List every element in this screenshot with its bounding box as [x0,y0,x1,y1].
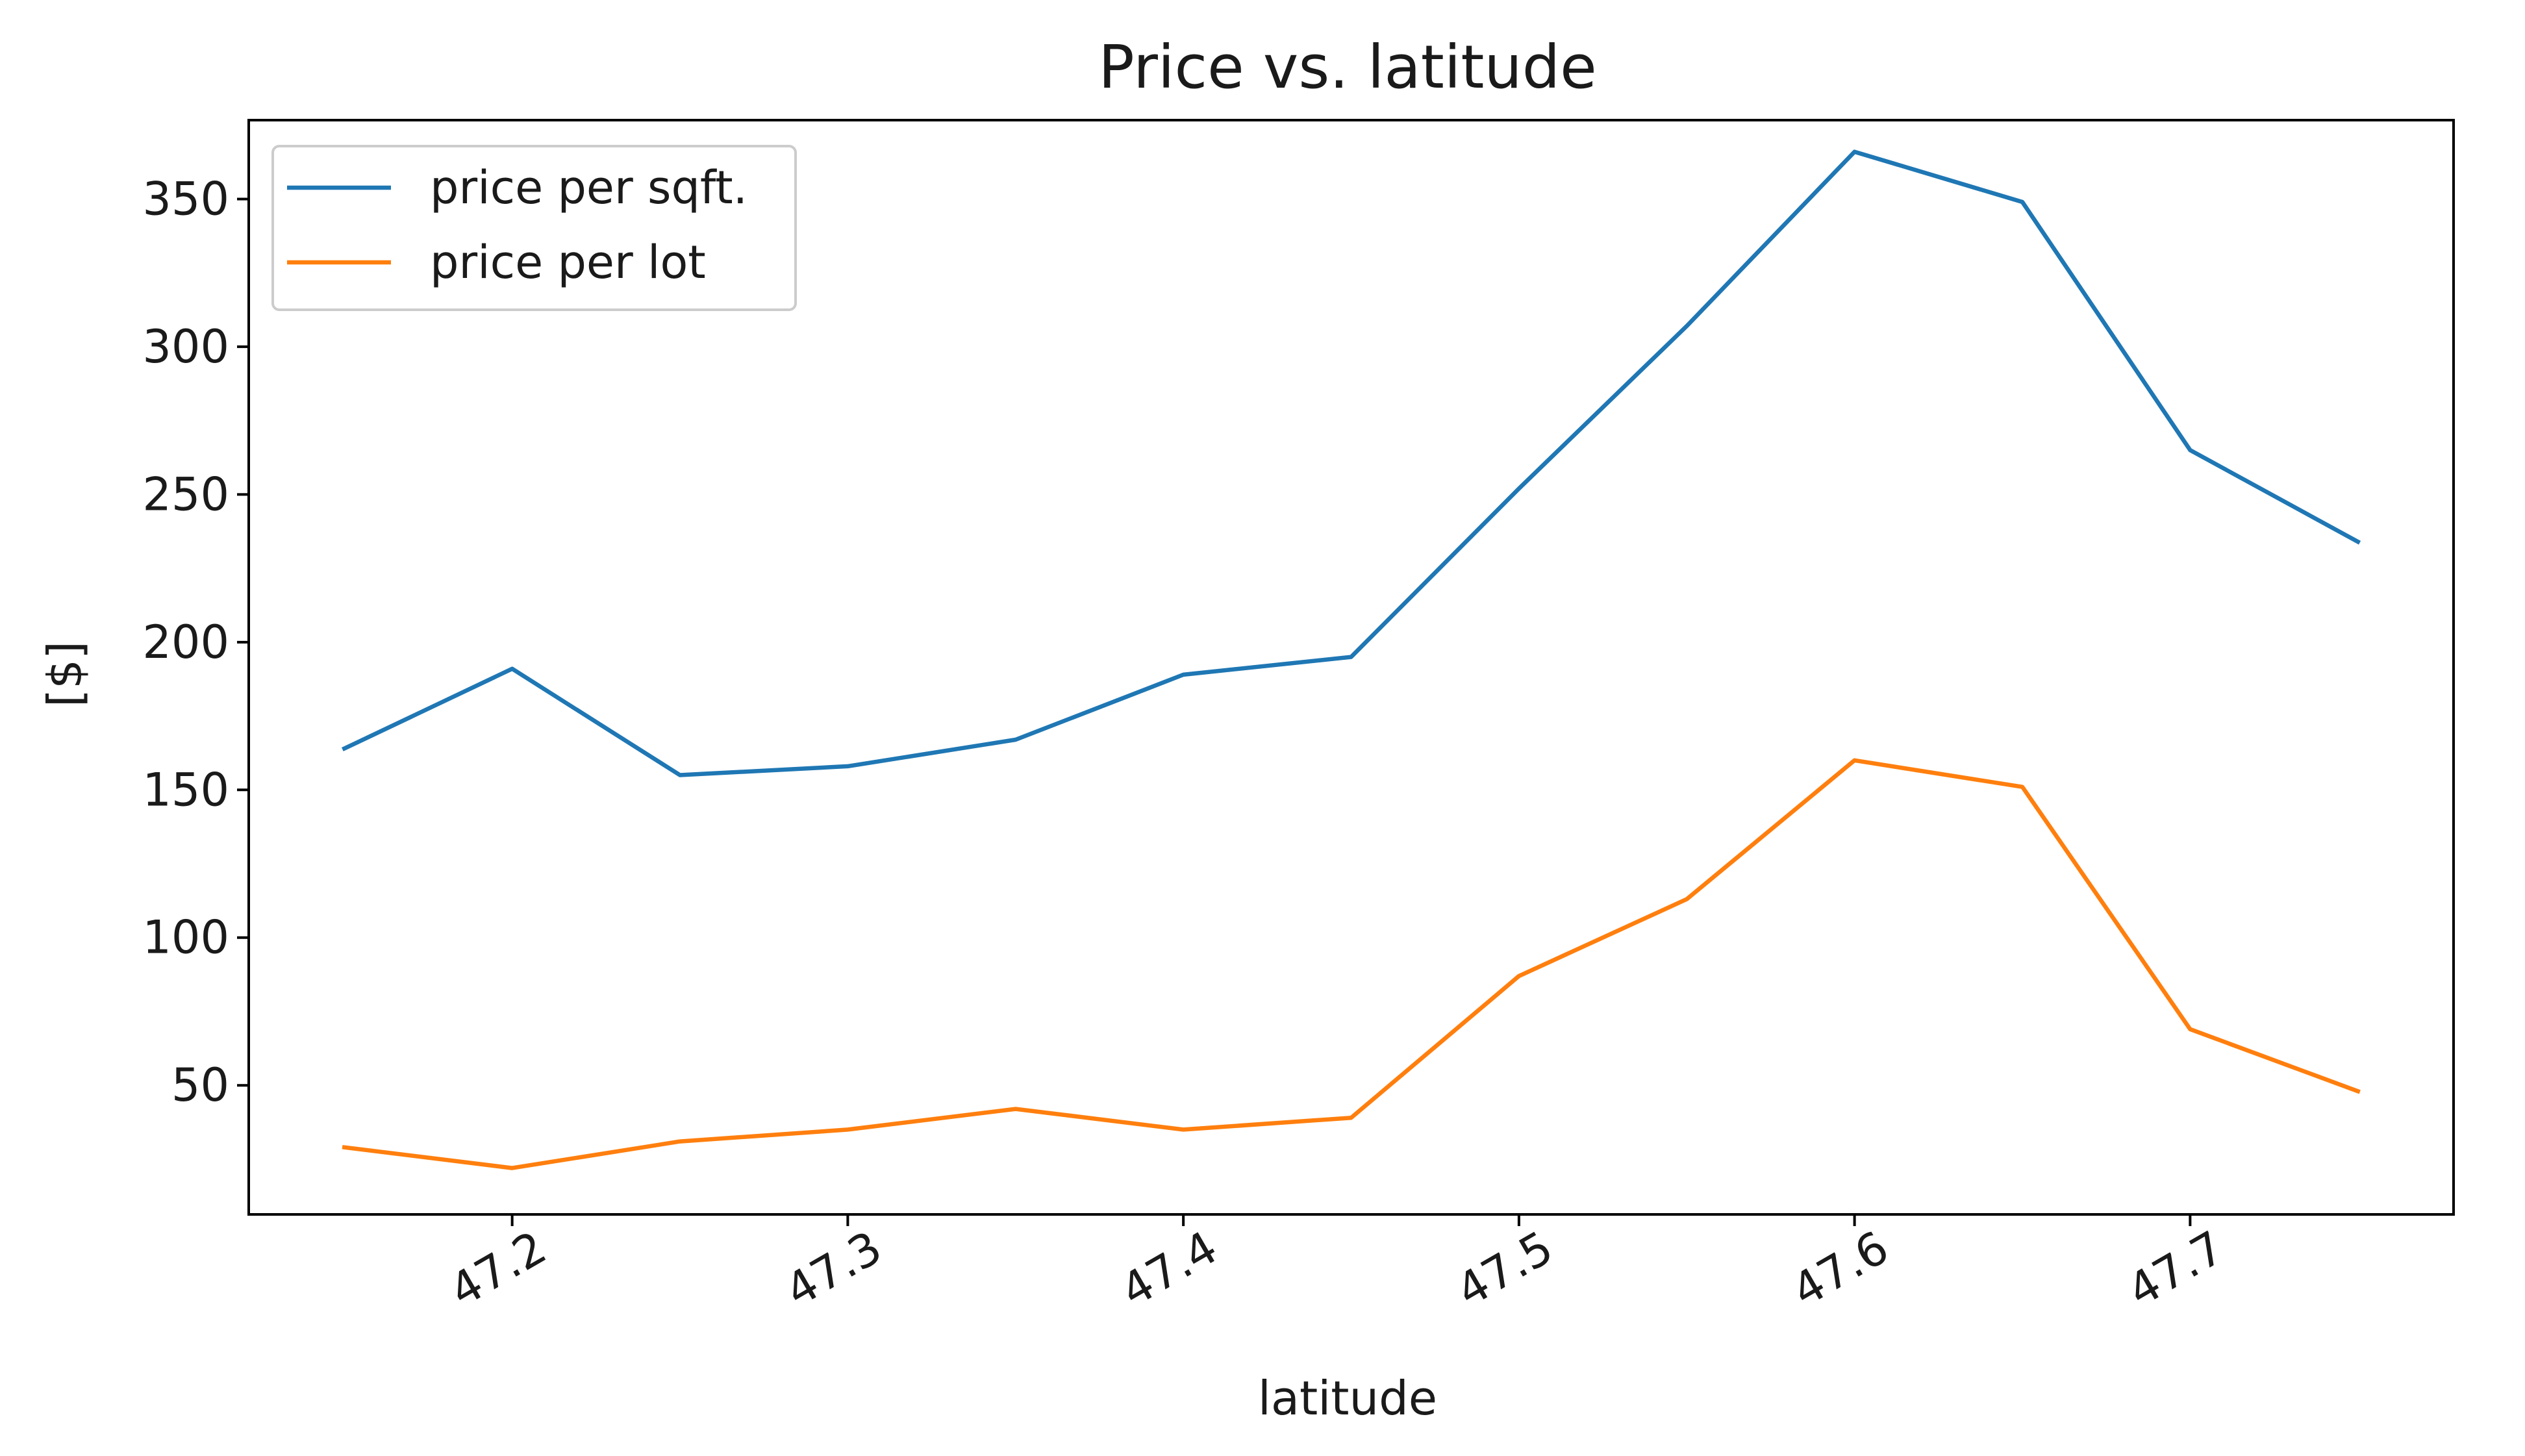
legend-label-1: price per lot [430,236,706,289]
legend: price per sqft. price per lot [271,145,797,311]
series-line-1 [342,758,2361,1170]
y-tick-label-6: 350 [142,172,229,225]
legend-label-0: price per sqft. [430,161,747,214]
y-tick-label-1: 100 [142,911,229,964]
y-tick-label-0: 50 [171,1059,229,1112]
y-tick-label-2: 150 [142,763,229,816]
y-tick-label-3: 200 [142,616,229,669]
x-axis-label: latitude [1258,1371,1437,1425]
axes-frame [247,119,2455,1216]
legend-frame [271,145,797,311]
y-tick-label-5: 300 [142,320,229,373]
chart-title: Price vs. latitude [1098,32,1597,102]
y-tick-label-4: 250 [142,468,229,521]
series-line-0 [341,149,2361,777]
y-axis-label: [$] [38,641,92,707]
